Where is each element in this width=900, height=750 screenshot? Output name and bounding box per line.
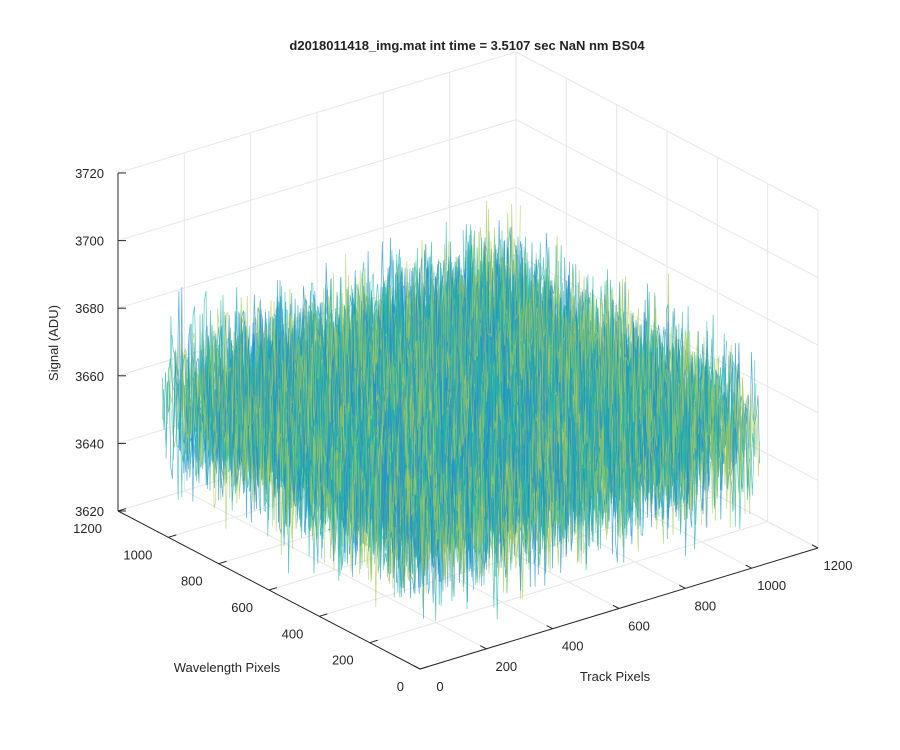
x-tick xyxy=(546,625,553,630)
x-tick xyxy=(745,564,752,569)
surface-mesh xyxy=(161,200,760,621)
surface-col-line xyxy=(453,224,712,501)
grid-line-z-right xyxy=(515,119,819,279)
x-tick-label: 0 xyxy=(436,679,443,694)
x-tick-label: 400 xyxy=(562,639,584,654)
x-axis-label: Track Pixels xyxy=(580,669,651,684)
x-tick-label: 600 xyxy=(628,619,650,634)
grid-line-y-floor xyxy=(369,521,768,644)
y-tick xyxy=(319,613,328,617)
y-tick-label: 400 xyxy=(282,626,304,641)
z-tick-label: 3680 xyxy=(75,301,104,316)
x-tick-label: 200 xyxy=(495,659,517,674)
grid-line-z-right xyxy=(515,51,819,211)
z-tick-label: 3700 xyxy=(75,234,104,249)
x-tick-label: 800 xyxy=(694,598,716,613)
y-tick xyxy=(369,639,378,644)
y-tick-label: 200 xyxy=(332,653,354,668)
y-axis-label: Wavelength Pixels xyxy=(174,660,281,675)
x-tick-label: 1000 xyxy=(757,578,786,593)
x-tick xyxy=(413,665,421,670)
x-tick xyxy=(612,604,620,609)
chart-title: d2018011418_img.mat int time = 3.5107 se… xyxy=(289,38,645,53)
y-tick-label: 1200 xyxy=(73,521,102,536)
z-tick-label: 3720 xyxy=(75,166,104,181)
y-tick xyxy=(268,587,278,591)
z-axis-label: Signal (ADU) xyxy=(46,305,61,381)
z-tick-label: 3640 xyxy=(75,436,104,451)
y-tick xyxy=(419,666,429,670)
y-tick xyxy=(218,560,227,565)
axes: 0 200 400 600 800 1000 1200 0 200 400 600 800 1000 12… xyxy=(73,166,852,694)
x-tick xyxy=(811,544,819,549)
y-tick-label: 800 xyxy=(181,574,203,589)
x-tick xyxy=(679,584,686,589)
x-tick xyxy=(480,645,487,650)
surface-col-line xyxy=(365,271,625,549)
grid-line-z-back xyxy=(117,51,517,174)
grid-line-z-right xyxy=(515,186,819,346)
y-tick-label: 0 xyxy=(397,679,404,694)
z-tick-label: 3620 xyxy=(75,504,104,519)
x-tick-label: 1200 xyxy=(824,558,853,573)
z-tick-label: 3660 xyxy=(75,369,104,384)
surface-col-line xyxy=(501,203,760,514)
grid-line-z-back xyxy=(117,119,517,242)
y-tick-label: 600 xyxy=(231,600,253,615)
y-tick xyxy=(168,534,177,538)
grid-line-z-back xyxy=(117,186,517,309)
y-tick-label: 1000 xyxy=(123,547,152,562)
